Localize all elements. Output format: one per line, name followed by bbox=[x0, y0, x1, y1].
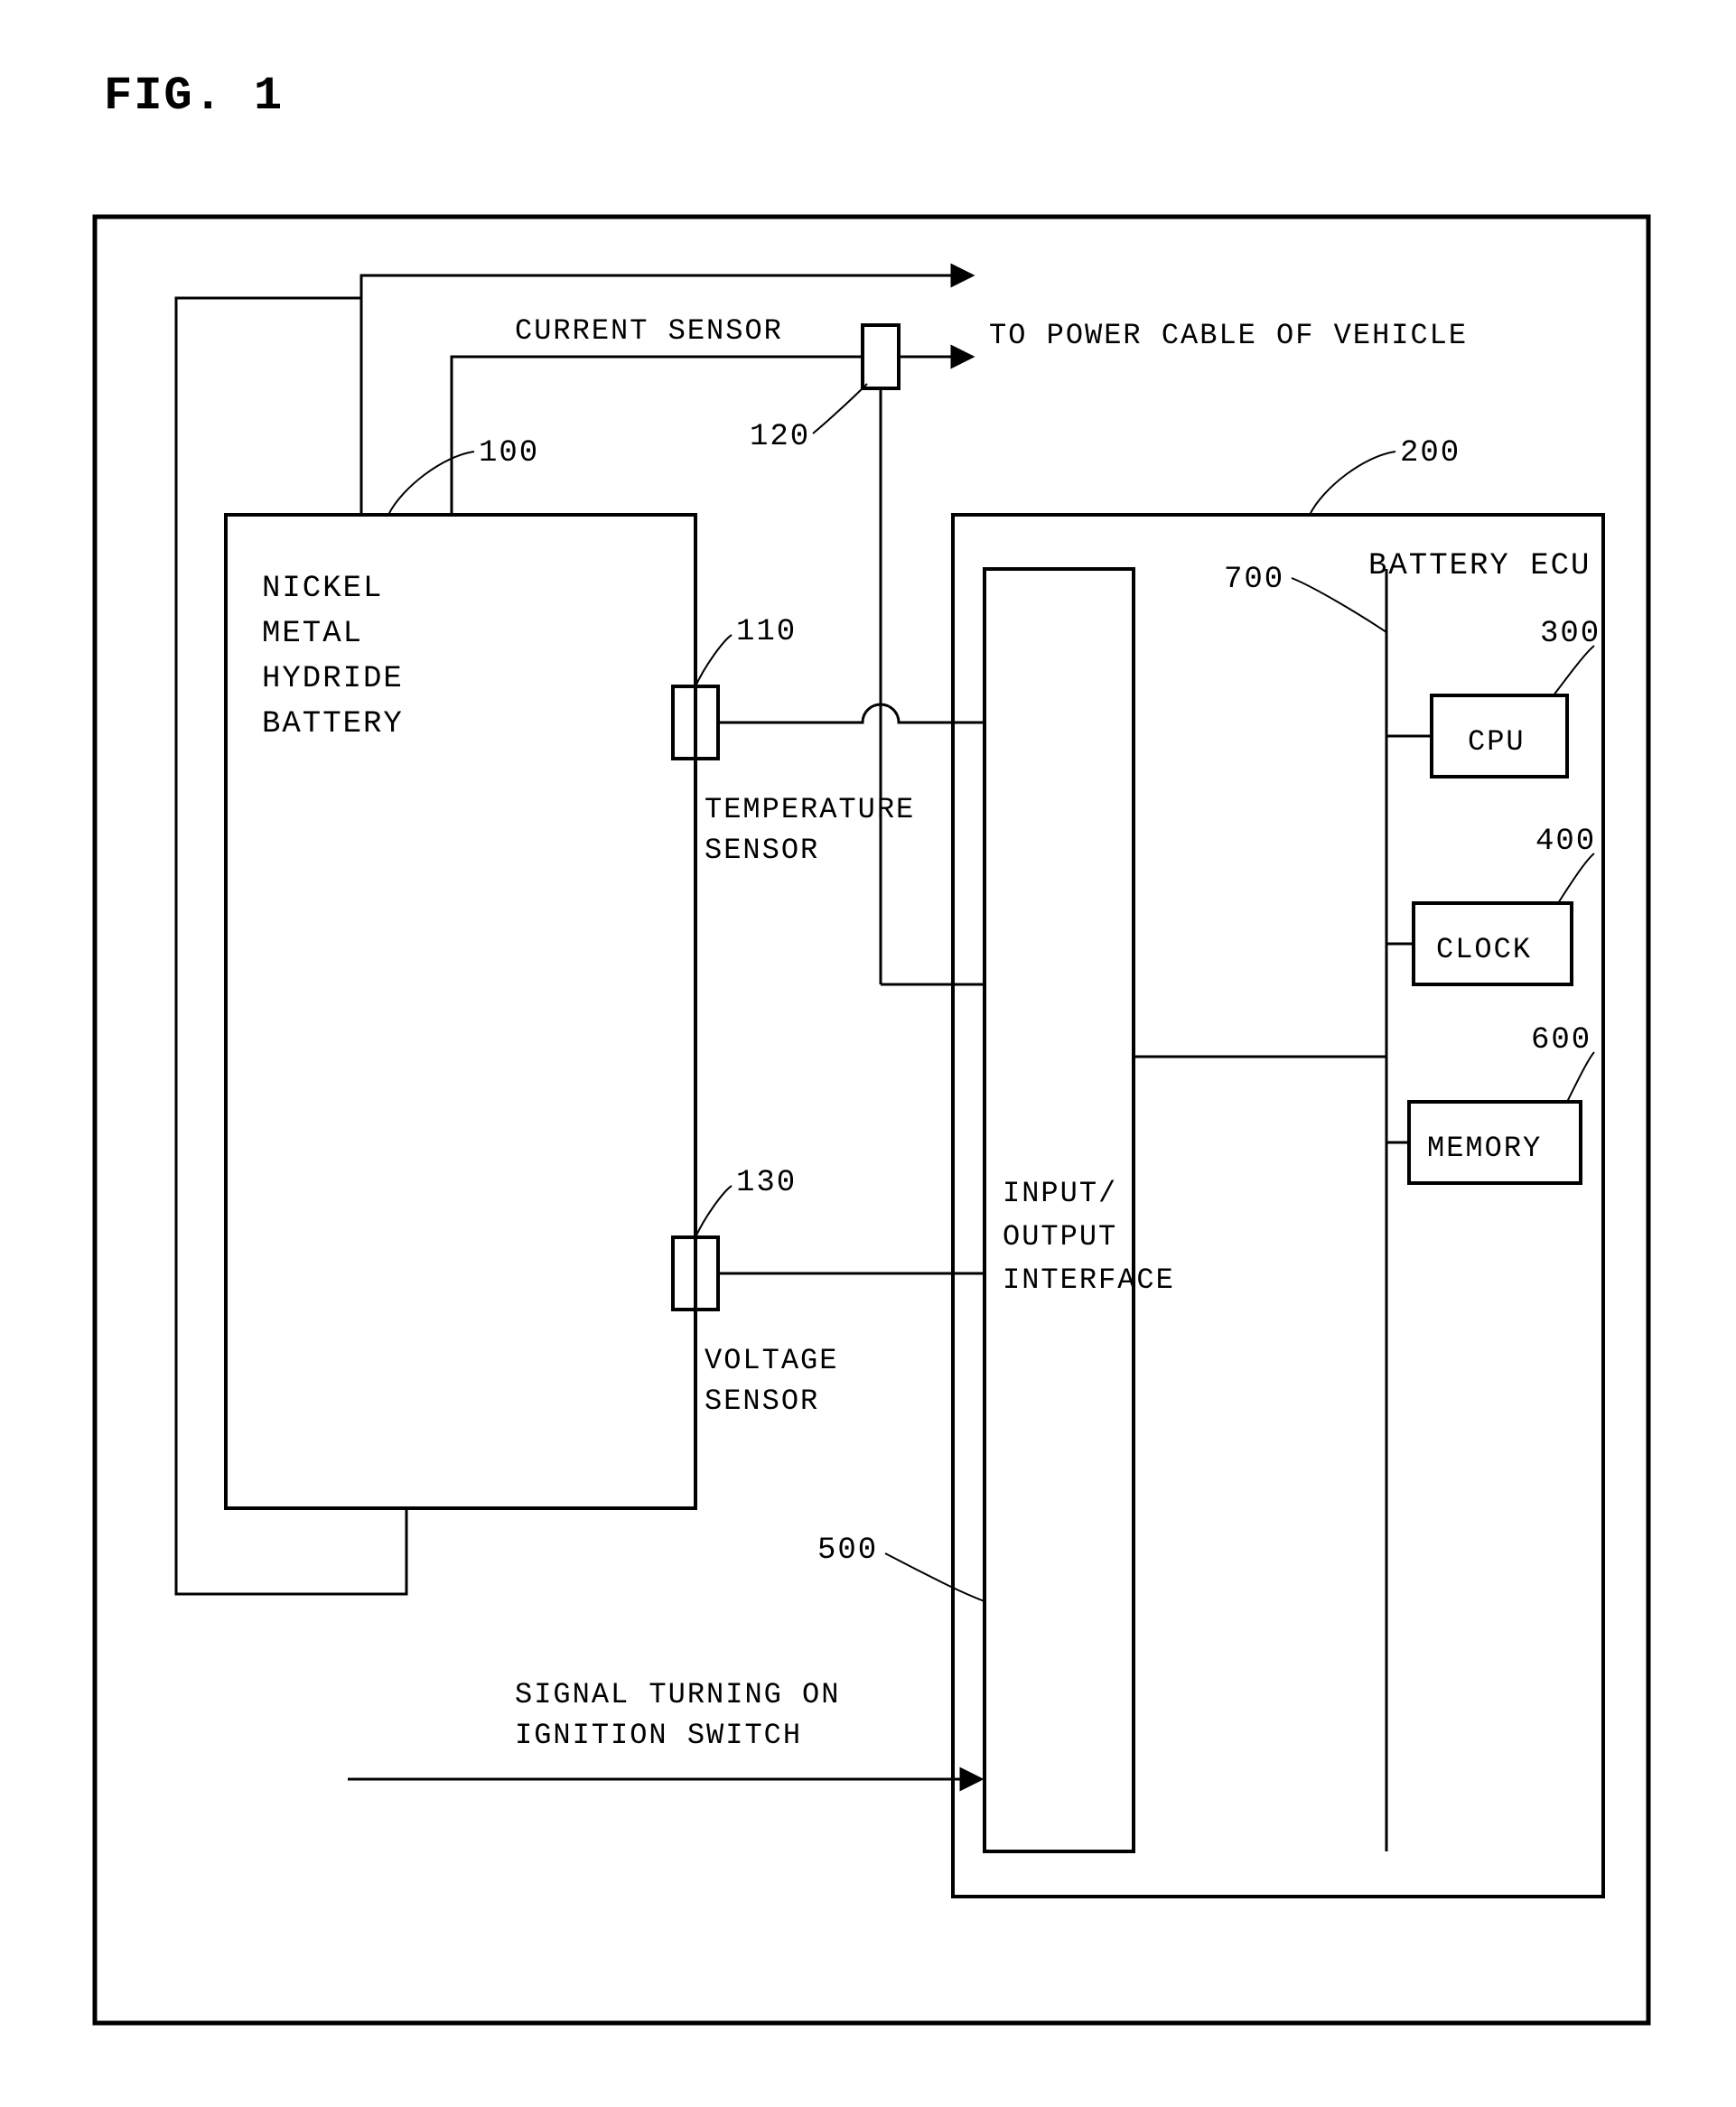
battery-label-l4: BATTERY bbox=[262, 707, 404, 741]
io-label-l2: OUTPUT bbox=[1003, 1220, 1117, 1254]
temp-label-l1: TEMPERATURE bbox=[705, 793, 915, 826]
outer-frame bbox=[95, 217, 1648, 2023]
io-block bbox=[985, 569, 1134, 1851]
temp-label-l2: SENSOR bbox=[705, 834, 819, 867]
current-leader bbox=[813, 384, 867, 434]
voltage-leader bbox=[695, 1186, 732, 1237]
battery-label-l2: METAL bbox=[262, 617, 363, 651]
battery-label-l3: HYDRIDE bbox=[262, 662, 404, 696]
clock-label: CLOCK bbox=[1436, 933, 1532, 966]
io-label-l3: INTERFACE bbox=[1003, 1263, 1175, 1297]
clock-ref: 400 bbox=[1535, 825, 1596, 859]
bus-ref: 700 bbox=[1224, 563, 1284, 597]
current-label: CURRENT SENSOR bbox=[515, 314, 783, 348]
temp-leader bbox=[695, 635, 732, 686]
current-ref: 120 bbox=[750, 420, 810, 454]
cpu-ref: 300 bbox=[1540, 617, 1601, 651]
ignition-label-l2: IGNITION SWITCH bbox=[515, 1719, 802, 1752]
temp-wire bbox=[718, 704, 985, 723]
battery-ref: 100 bbox=[479, 436, 539, 471]
ecu-leader bbox=[1310, 452, 1395, 515]
bus-leader bbox=[1292, 578, 1386, 632]
memory-label: MEMORY bbox=[1427, 1132, 1542, 1165]
cpu-leader bbox=[1554, 646, 1594, 695]
io-ref: 500 bbox=[817, 1534, 878, 1568]
current-sensor bbox=[863, 325, 899, 388]
battery-leader bbox=[388, 452, 474, 515]
battery-bottom-wire bbox=[176, 298, 406, 1594]
ecu-ref: 200 bbox=[1400, 436, 1461, 471]
temp-ref: 110 bbox=[736, 615, 797, 649]
clock-leader bbox=[1558, 853, 1594, 903]
io-label-l1: INPUT/ bbox=[1003, 1177, 1117, 1210]
figure-title: FIG. 1 bbox=[104, 70, 284, 123]
cpu-label: CPU bbox=[1468, 725, 1526, 759]
power-label: TO POWER CABLE OF VEHICLE bbox=[989, 319, 1468, 352]
ignition-label-l1: SIGNAL TURNING ON bbox=[515, 1678, 840, 1711]
memory-leader bbox=[1567, 1052, 1594, 1102]
battery-label-l1: NICKEL bbox=[262, 572, 383, 606]
io-leader bbox=[885, 1553, 985, 1601]
voltage-ref: 130 bbox=[736, 1166, 797, 1200]
voltage-label-l1: VOLTAGE bbox=[705, 1344, 838, 1377]
voltage-label-l2: SENSOR bbox=[705, 1384, 819, 1418]
memory-ref: 600 bbox=[1531, 1023, 1591, 1058]
ecu-title: BATTERY ECU bbox=[1368, 549, 1591, 583]
